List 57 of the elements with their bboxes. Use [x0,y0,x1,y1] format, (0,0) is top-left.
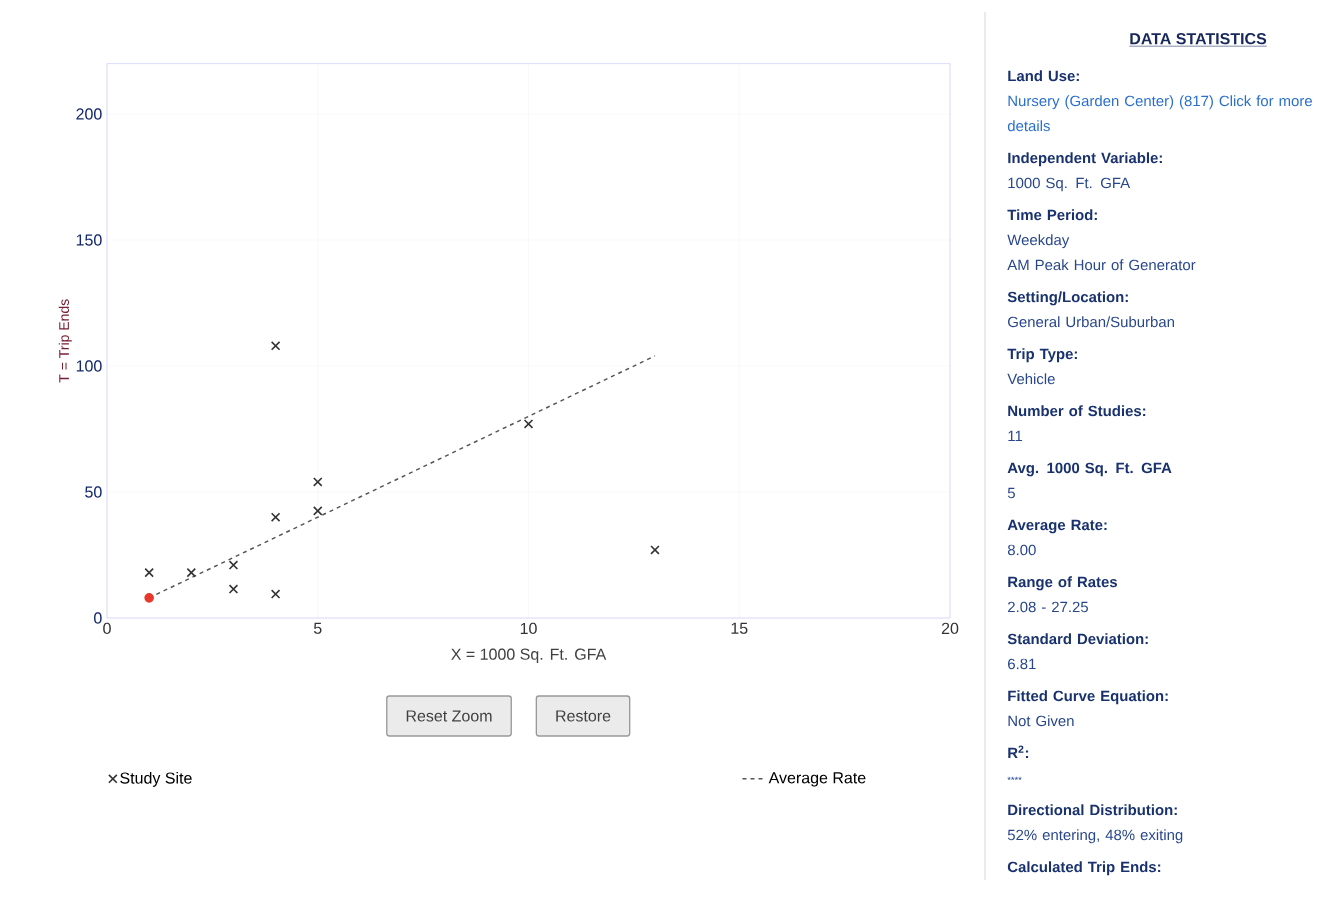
text: Land Use: [1008,70,1079,82]
x-tick-label: 15 [731,622,748,634]
text: 5 [1007,487,1015,499]
text: Reset Zoom [406,710,492,722]
text: **** [1007,776,1022,780]
text: R$^{2}$: [1008,745,1029,759]
text: 11 [1008,430,1023,442]
text: Setting/Location: [1007,291,1128,306]
text: DATA STATISTICS [1130,33,1267,45]
x-axis-title: X = 1000 Sq. Ft. GFA [451,648,607,664]
y-tick-label: 0 [94,612,102,624]
text: Number of Studies: [1008,405,1146,417]
text: 8.00 [1007,544,1036,556]
text: Not Given [1008,715,1074,727]
point [270,512,281,522]
text: AM Peak Hour of Generator [1007,259,1196,271]
point [313,477,323,487]
text: Independent Variable: [1008,152,1162,167]
text: General Urban/Suburban [1008,316,1174,328]
legend-label: Study Site [120,771,192,787]
text: 6.81 [1008,658,1036,670]
text: Standard Deviation: [1007,633,1148,645]
point [313,506,323,516]
point [523,419,534,429]
text: 52% entering, 48% exiting [1007,829,1183,844]
point [270,589,281,599]
text: Vehicle [1007,373,1055,385]
point [228,560,239,570]
text: Fitted Curve Equation: [1008,690,1168,705]
point [186,567,197,578]
text: Calculated Trip Ends: [1007,861,1161,876]
y-tick-label: 50 [85,486,102,498]
x-tick-label: 0 [103,622,111,635]
text: Restore [556,710,611,722]
y-axis-title: T = Trip Ends [58,299,72,383]
text: Average Rate: [1007,519,1107,534]
point [228,584,239,594]
legend-label: Average Rate [768,772,866,787]
text: Weekday [1007,234,1070,249]
text: Directional Distribution: [1008,804,1177,816]
point [650,545,660,555]
x-tick-label: 5 [313,622,322,634]
point [144,593,154,603]
text: Nursery (Garden Center) (817) Click for more details [1007,95,1312,132]
y-tick-label: 200 [76,108,102,120]
text: Trip Type: [1007,348,1077,363]
y-tick-label: 150 [76,234,102,246]
text: 1000 Sq. Ft. GFA [1008,177,1131,192]
x-tick-label: 10 [520,622,537,635]
y-tick-label: 100 [76,360,102,372]
text: Time Period: [1007,209,1097,221]
text: Avg. 1000 Sq. Ft. GFA [1007,462,1172,477]
point [270,341,281,351]
text: Range of Rates [1008,576,1118,591]
text: 2.08 - 27.25 [1008,601,1088,613]
point [144,567,154,578]
x-tick-label: 20 [941,622,959,635]
